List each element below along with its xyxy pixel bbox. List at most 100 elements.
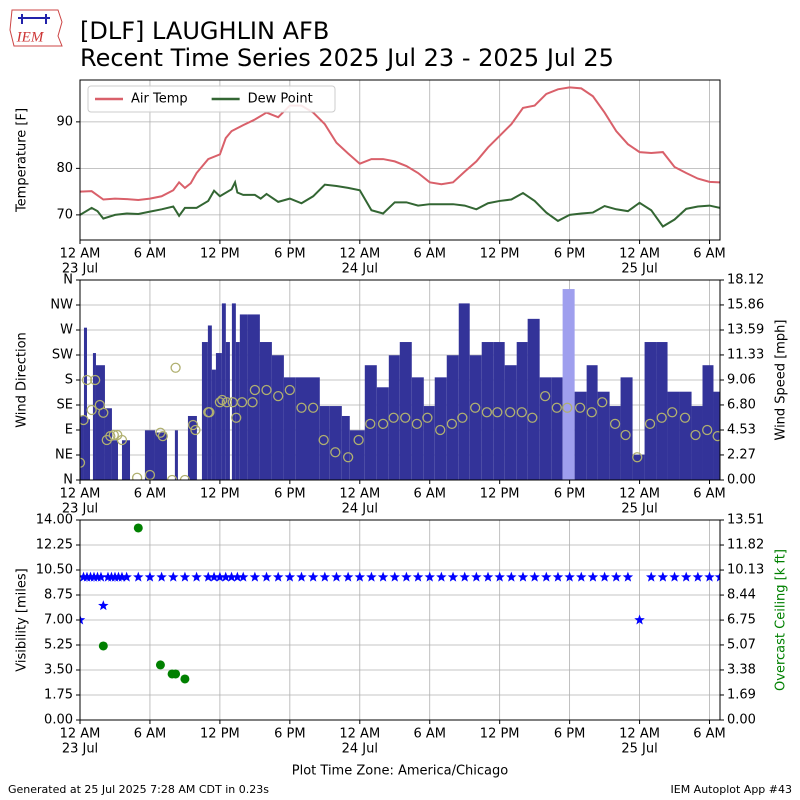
open-point: [231, 412, 242, 423]
y2-axis-label: Wind Speed [mph]: [774, 320, 789, 441]
bar: [187, 415, 197, 480]
star-point: [319, 571, 331, 582]
star-point: [714, 571, 720, 582]
bar: [632, 454, 645, 480]
bar: [80, 415, 84, 480]
star-point: [611, 571, 622, 582]
open-point: [80, 457, 86, 468]
x-tick-label: 12 PM: [480, 487, 520, 502]
open-point: [586, 407, 597, 418]
star-point: [377, 571, 389, 582]
x-tick-label: 6 AM: [134, 487, 167, 502]
y-tick-label: 12.25: [36, 538, 73, 553]
star-point: [587, 571, 599, 582]
open-point: [330, 447, 341, 458]
open-point: [98, 407, 109, 418]
star-point: [622, 571, 634, 582]
y2-tick-label: 11.33: [727, 347, 764, 362]
y2-tick-label: 18.12: [727, 273, 764, 288]
bar: [154, 432, 167, 480]
y-tick-label: E: [65, 423, 73, 438]
star-point: [95, 571, 107, 582]
bar: [247, 314, 260, 480]
open-point: [166, 474, 178, 480]
y-tick-label: 90: [56, 114, 73, 129]
open-point: [273, 390, 284, 402]
x-tick-label: 6 AM: [693, 247, 726, 262]
open-point: [187, 419, 199, 431]
bar: [423, 406, 435, 480]
star-point: [232, 571, 243, 582]
star-point: [389, 571, 400, 582]
open-point: [516, 407, 527, 418]
bar: [493, 342, 505, 480]
open-point: [609, 418, 621, 430]
panel: 12 AM 6 AM 12 PM 6 PM 12 AM 6 AM 12 PM 6 PM 12 A…: [15, 273, 789, 517]
x-tick-label: 6 PM: [274, 247, 305, 262]
x-date-label: 23 Jul: [62, 742, 98, 757]
star-point: [704, 571, 715, 582]
y2-tick-label: 2.27: [727, 447, 756, 462]
bar: [295, 377, 320, 480]
x-axis-label: Plot Time Zone: America/Chicago: [292, 764, 508, 779]
open-point: [204, 407, 215, 418]
star-point: [634, 614, 645, 625]
x-date-label: 24 Jul: [342, 742, 378, 757]
star-point: [599, 571, 610, 582]
y2-tick-label: 6.80: [727, 397, 756, 412]
y-tick-label: N: [63, 473, 73, 488]
open-point: [247, 397, 258, 408]
point: [180, 674, 190, 684]
y2-tick-label: 1.69: [727, 687, 756, 702]
x-tick-label: 12 AM: [60, 487, 101, 502]
star-point: [296, 571, 307, 582]
bar: [527, 318, 540, 480]
legend-label: Dew Point: [248, 92, 313, 107]
point: [98, 641, 108, 651]
open-point: [597, 397, 608, 408]
x-tick-label: 6 AM: [134, 727, 167, 742]
bar: [239, 314, 248, 480]
x-tick-label: 12 AM: [339, 727, 380, 742]
bar: [86, 419, 91, 480]
star-point: [424, 571, 435, 582]
open-point: [539, 390, 551, 402]
star-point: [191, 571, 202, 582]
star-point: [168, 571, 179, 582]
x-tick-label: 6 AM: [413, 247, 446, 262]
bar: [376, 387, 389, 480]
star-point: [669, 571, 680, 582]
star-point: [517, 571, 529, 582]
star-point: [447, 571, 459, 582]
bar: [207, 325, 212, 480]
open-point: [620, 429, 631, 441]
x-date-label: 24 Jul: [342, 502, 378, 517]
bar: [562, 289, 575, 480]
bar: [95, 365, 105, 480]
y2-tick-label: 8.44: [727, 588, 756, 603]
x-tick-label: 12 PM: [480, 247, 520, 262]
star-point: [366, 571, 377, 582]
star-point: [541, 571, 552, 582]
open-point: [505, 407, 516, 418]
open-point: [296, 402, 307, 413]
star-point: [98, 600, 109, 611]
star-point: [680, 571, 692, 582]
legend-label: Air Temp: [131, 92, 188, 107]
y-tick-label: N: [63, 273, 73, 288]
bar: [221, 303, 226, 480]
open-point: [470, 402, 481, 413]
x-tick-label: 12 PM: [200, 727, 240, 742]
x-date-label: 24 Jul: [342, 262, 378, 277]
y2-tick-label: 5.07: [727, 637, 756, 652]
star-point: [529, 571, 540, 582]
legend-box: [87, 85, 336, 113]
bar: [399, 342, 412, 480]
x-tick-label: 6 PM: [554, 247, 585, 262]
open-point: [236, 397, 248, 408]
open-point: [422, 412, 433, 423]
bar: [225, 342, 230, 480]
bar: [667, 391, 680, 480]
star-point: [412, 571, 424, 582]
open-point: [574, 402, 586, 413]
